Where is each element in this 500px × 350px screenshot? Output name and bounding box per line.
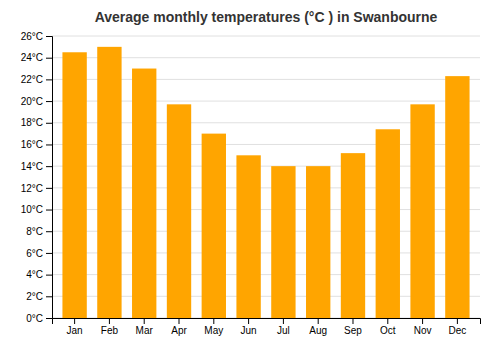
tick-label: Aug: [309, 325, 327, 336]
bar: [97, 47, 121, 318]
tick-mark: [46, 253, 52, 254]
tick: Feb: [101, 318, 119, 336]
tick-label: 12°C: [21, 183, 43, 194]
tick: 12°C: [21, 183, 52, 194]
x-axis: Jan Feb Mar Apr May Jun Jul Aug Sep Oct Nov Dec: [53, 318, 481, 336]
tick-label: Apr: [171, 325, 187, 336]
tick-label: 6°C: [26, 248, 43, 259]
tick: Jan: [67, 318, 83, 336]
bar: [271, 166, 295, 318]
tick: Apr: [171, 318, 187, 336]
bar: [236, 155, 260, 318]
tick: 26°C: [21, 31, 52, 42]
tick-label: 10°C: [21, 204, 43, 215]
bar: [410, 104, 434, 318]
tick-label: Feb: [101, 325, 119, 336]
tick-mark: [46, 231, 52, 232]
tick-label: 16°C: [21, 139, 43, 150]
tick-mark: [179, 318, 180, 324]
tick: Mar: [136, 318, 154, 336]
tick-label: Dec: [448, 325, 466, 336]
tick: 16°C: [21, 139, 52, 150]
tick: May: [204, 318, 223, 336]
tick-mark: [46, 58, 52, 59]
tick-label: Oct: [380, 325, 396, 336]
tick-mark: [46, 123, 52, 124]
bar: [306, 166, 330, 318]
tick: 22°C: [21, 74, 52, 85]
tick-label: Sep: [344, 325, 362, 336]
axis-line: [53, 319, 481, 325]
bar: [445, 76, 469, 318]
tick-label: Mar: [136, 325, 154, 336]
tick-mark: [46, 36, 52, 37]
tick-mark: [144, 318, 145, 324]
tick-label: Jul: [277, 325, 290, 336]
tick: Nov: [414, 318, 432, 336]
tick: 10°C: [21, 204, 52, 215]
bar: [202, 134, 226, 318]
tick: 8°C: [26, 226, 52, 237]
tick-mark: [46, 188, 52, 189]
tick-mark: [46, 296, 52, 297]
tick-mark: [213, 318, 214, 324]
tick-label: 0°C: [26, 313, 43, 324]
tick-mark: [46, 210, 52, 211]
tick: 14°C: [21, 161, 52, 172]
bar: [132, 69, 156, 318]
grid-line: [52, 36, 480, 37]
tick-label: Jun: [241, 325, 257, 336]
axis-line: [46, 37, 53, 319]
tick-mark: [46, 101, 52, 102]
tick: 24°C: [21, 52, 52, 63]
tick-mark: [74, 318, 75, 324]
tick: Dec: [448, 318, 466, 336]
tick: 2°C: [26, 291, 52, 302]
tick-label: 14°C: [21, 161, 43, 172]
tick-label: 22°C: [21, 74, 43, 85]
tick-mark: [318, 318, 319, 324]
tick-mark: [46, 144, 52, 145]
tick-label: 18°C: [21, 117, 43, 128]
tick-mark: [46, 79, 52, 80]
bar: [167, 104, 191, 318]
grid: [52, 36, 480, 318]
tick: Aug: [309, 318, 327, 336]
tick-mark: [46, 166, 52, 167]
bar: [62, 52, 86, 318]
tick-label: Jan: [67, 325, 83, 336]
tick-mark: [422, 318, 423, 324]
plot-area: [62, 47, 469, 318]
chart: 0°C 2°C 4°C 6°C 8°C 10°C 12°C 14°C 16°C 18°C 20°C 2…: [0, 0, 500, 350]
tick-label: May: [204, 325, 223, 336]
tick-label: 24°C: [21, 52, 43, 63]
tick-label: 20°C: [21, 96, 43, 107]
tick: 0°C: [26, 313, 52, 324]
tick: Sep: [344, 318, 362, 336]
y-axis: 0°C 2°C 4°C 6°C 8°C 10°C 12°C 14°C 16°C 18°C 20°C 2…: [21, 31, 53, 324]
tick-label: 8°C: [26, 226, 43, 237]
tick: Oct: [380, 318, 396, 336]
tick-mark: [457, 318, 458, 324]
tick: Jun: [241, 318, 257, 336]
tick-mark: [387, 318, 388, 324]
bar: [376, 129, 400, 318]
tick-mark: [248, 318, 249, 324]
tick-label: 2°C: [26, 291, 43, 302]
tick-mark: [283, 318, 284, 324]
tick: Jul: [277, 318, 290, 336]
tick-mark: [46, 275, 52, 276]
tick: 6°C: [26, 248, 52, 259]
title: Average monthly temperatures (°C ) in Sw…: [95, 9, 438, 25]
tick-mark: [46, 318, 52, 319]
tick: 18°C: [21, 117, 52, 128]
tick: 20°C: [21, 96, 52, 107]
tick-mark: [352, 318, 353, 324]
tick-label: 4°C: [26, 269, 43, 280]
tick: 4°C: [26, 269, 52, 280]
bar: [341, 153, 365, 318]
tick-label: 26°C: [21, 31, 43, 42]
tick-label: Nov: [414, 325, 432, 336]
tick-mark: [109, 318, 110, 324]
